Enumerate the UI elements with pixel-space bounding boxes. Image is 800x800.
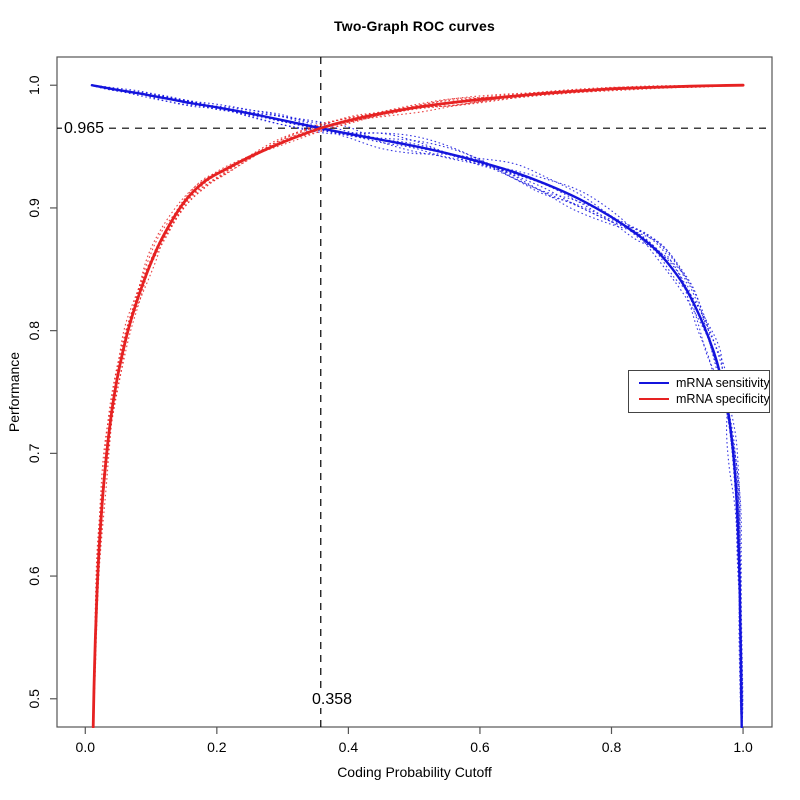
legend-item-label: mRNA specificity <box>676 392 770 406</box>
x-tick-label: 0.2 <box>207 739 227 755</box>
sensitivity-curve <box>90 84 743 728</box>
legend: mRNA sensitivity mRNA specificity <box>628 370 770 413</box>
legend-item: mRNA sensitivity <box>629 375 770 391</box>
y-tick-label: 0.9 <box>26 198 42 218</box>
x-tick-label: 1.0 <box>733 739 753 755</box>
y-axis-label: Performance <box>6 351 22 433</box>
sensitivity-envelope <box>91 84 743 728</box>
legend-item: mRNA specificity <box>629 391 770 407</box>
y-tick-label: 0.7 <box>26 443 42 463</box>
y-tick-label: 0.6 <box>26 566 42 586</box>
specificity-curve <box>91 83 745 728</box>
x-axis-label: Coding Probability Cutoff <box>337 764 492 780</box>
chart-title: Two-Graph ROC curves <box>334 18 495 34</box>
legend-item-label: mRNA sensitivity <box>676 376 770 390</box>
plot-box <box>56 56 773 728</box>
sensitivity-envelope <box>91 84 743 728</box>
x-tick-label: 0.8 <box>602 739 622 755</box>
performance-threshold-label: 0.965 <box>62 120 107 137</box>
y-tick-label: 0.5 <box>26 689 42 709</box>
legend-line-swatch <box>639 382 669 384</box>
x-tick-label: 0.6 <box>470 739 490 755</box>
y-tick-label: 1.0 <box>26 75 42 95</box>
sensitivity-envelope <box>91 84 743 728</box>
legend-line-swatch <box>639 398 669 400</box>
cutoff-threshold-label: 0.358 <box>303 691 361 708</box>
y-tick-label: 0.8 <box>26 321 42 341</box>
x-tick-label: 0.0 <box>76 739 96 755</box>
specificity-envelope <box>92 84 744 728</box>
x-tick-label: 0.4 <box>339 739 359 755</box>
